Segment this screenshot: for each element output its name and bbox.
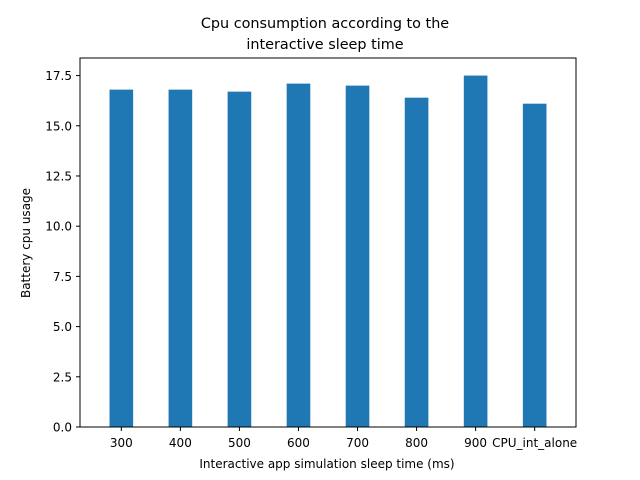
chart-title: Cpu consumption according to the interac…: [201, 16, 449, 53]
y-tick-label: 7.5: [53, 270, 72, 284]
x-tick-label: 900: [464, 436, 487, 450]
chart-title-line-1: Cpu consumption according to the: [201, 16, 449, 32]
y-tick-label: 5.0: [53, 320, 72, 334]
bar-600: [286, 83, 311, 428]
bar-400: [168, 89, 193, 427]
bar-700: [345, 85, 370, 427]
bar-500: [227, 91, 252, 428]
x-tick-label: 300: [110, 436, 133, 450]
bar-900: [463, 75, 488, 428]
bar-300: [109, 89, 134, 427]
plot-frame: [79, 57, 577, 428]
x-axis-label: Interactive app simulation sleep time (m…: [199, 457, 454, 471]
y-tick-label: 10.0: [45, 220, 72, 234]
x-axis-ticks: 300 400 500 600 700 800 900 CPU_int_alone: [110, 427, 577, 450]
x-tick-label: 500: [228, 436, 251, 450]
y-axis-label: Battery cpu usage: [19, 188, 33, 298]
y-axis-ticks: 0.0 2.5 5.0 7.5 10.0 12.5 15.0 17.5: [45, 69, 80, 435]
x-tick-label: 700: [346, 436, 369, 450]
x-tick-label: 600: [287, 436, 310, 450]
x-tick-label: CPU_int_alone: [492, 436, 577, 450]
y-tick-label: 0.0: [53, 421, 72, 435]
bar-800: [404, 97, 429, 427]
y-tick-label: 17.5: [45, 69, 72, 83]
x-tick-label: 400: [169, 436, 192, 450]
y-tick-label: 12.5: [45, 169, 72, 183]
y-tick-label: 2.5: [53, 370, 72, 384]
y-tick-label: 15.0: [45, 119, 72, 133]
bars-group: [109, 75, 547, 428]
bar-CPU_int_alone: [522, 103, 547, 427]
chart-title-line-2: interactive sleep time: [246, 37, 403, 53]
x-tick-label: 800: [405, 436, 428, 450]
